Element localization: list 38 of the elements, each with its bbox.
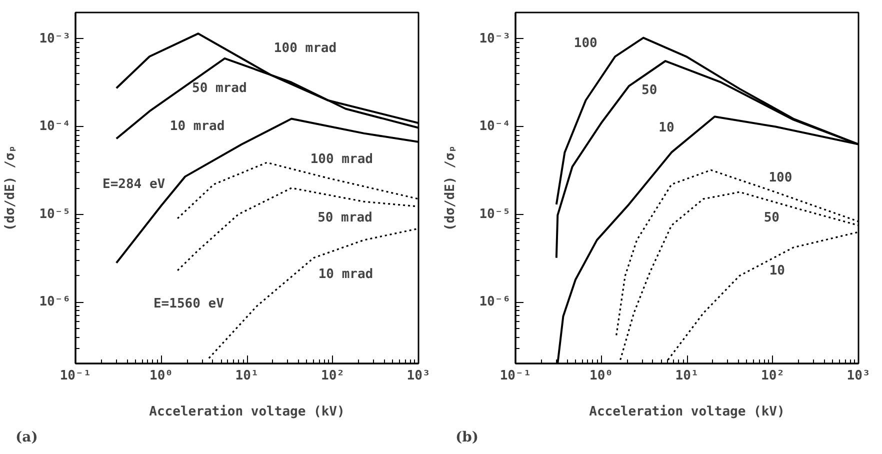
y-tick-label: 10⁻⁵ (39, 206, 71, 222)
series-label: 100 mrad (310, 152, 373, 167)
series-label: 50 (764, 210, 780, 226)
y-tick-label: 10⁻³ (479, 31, 511, 46)
series-label: 10 mrad (318, 267, 374, 282)
x-tick-label: 10² (321, 368, 344, 384)
x-tick-label: 10³ (846, 368, 870, 384)
y-tick-label: 10⁻⁵ (479, 206, 511, 222)
x-tick-label: 10⁰ (150, 368, 173, 384)
y-tick-label: 10⁻⁶ (39, 294, 71, 310)
y-axis-title: (dσ/dE) /σₚ (3, 144, 18, 232)
x-tick-label: 10¹ (675, 368, 699, 384)
x-tick-label: 10⁻¹ (500, 368, 532, 384)
x-tick-label: 10³ (406, 368, 430, 384)
y-tick-label: 10⁻³ (39, 31, 71, 46)
text: (b) (456, 430, 479, 446)
annotation: E=1560 eV (153, 296, 224, 312)
series-label: 10 (769, 263, 786, 278)
y-axis-title: (dσ/dE) /σₚ (443, 144, 458, 232)
annotation: E=284 eV (102, 176, 166, 192)
y-tick-label: 10⁻⁴ (39, 119, 71, 134)
text: (a) (16, 430, 38, 446)
x-tick-label: 10² (761, 368, 784, 384)
x-tick-label: 10⁻¹ (60, 368, 92, 384)
series-label: 50 mrad (318, 210, 372, 226)
y-tick-label: 10⁻⁶ (479, 294, 511, 310)
series-label: 100 (768, 170, 792, 186)
series-label: 100 (574, 36, 598, 52)
series-label: 10 (658, 120, 674, 136)
series-label: 50 (642, 82, 658, 98)
series-label: 10 mrad (170, 118, 225, 134)
x-tick-label: 10¹ (235, 368, 259, 384)
x-axis-title: Acceleration voltage (kV) (589, 404, 785, 420)
x-axis-title: Acceleration voltage (kV) (149, 404, 345, 420)
series-label: 50 mrad (192, 80, 247, 96)
x-tick-label: 10⁰ (590, 368, 613, 384)
series-label: 100 mrad (274, 41, 337, 56)
y-tick-label: 10⁻⁴ (479, 119, 511, 134)
